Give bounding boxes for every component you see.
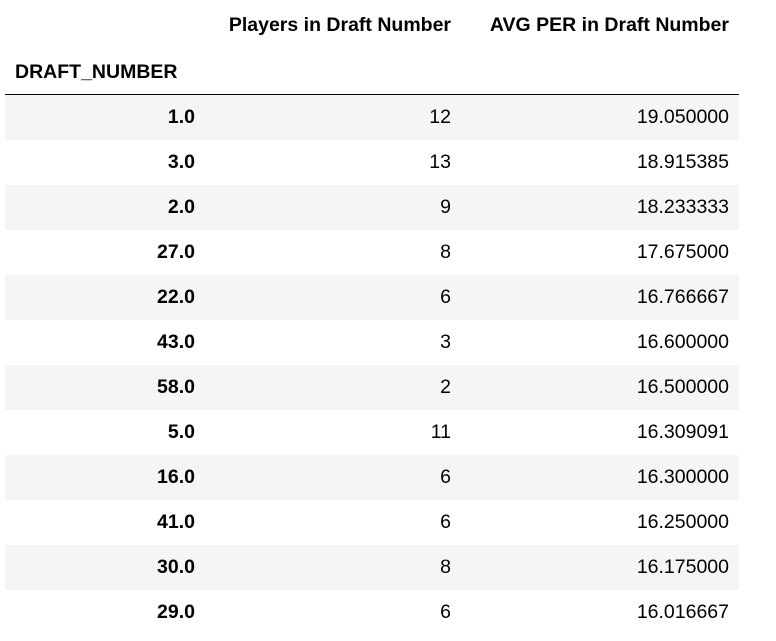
cell-avg-per: 18.915385 <box>636 150 729 173</box>
row-index-draft-number: 5.0 <box>167 420 195 443</box>
column-header-row: Players in Draft Number AVG PER in Draft… <box>5 0 739 50</box>
row-index-draft-number: 43.0 <box>157 330 195 353</box>
row-index-draft-number: 2.0 <box>167 195 195 218</box>
table-row: 16.0 6 16.300000 <box>5 454 739 500</box>
row-index-draft-number: 29.0 <box>157 600 195 623</box>
table-body: 1.0 12 19.050000 3.0 13 18.915385 2.0 9 18.23333… <box>5 94 739 635</box>
cell-avg-per: 18.233333 <box>636 195 729 218</box>
cell-players: 9 <box>440 195 451 218</box>
column-header-players: Players in Draft Number <box>228 13 451 36</box>
cell-avg-per: 16.600000 <box>636 330 729 353</box>
cell-avg-per: 16.500000 <box>636 375 729 398</box>
cell-players: 3 <box>440 330 451 353</box>
row-index-draft-number: 27.0 <box>157 240 195 263</box>
cell-players: 8 <box>440 240 451 263</box>
table-row: 29.0 6 16.016667 <box>5 589 739 635</box>
dataframe-output: Players in Draft Number AVG PER in Draft… <box>5 0 739 635</box>
cell-players: 8 <box>440 555 451 578</box>
table-row: 58.0 2 16.500000 <box>5 364 739 410</box>
row-index-draft-number: 1.0 <box>167 105 195 128</box>
index-name-row: DRAFT_NUMBER <box>5 50 739 95</box>
cell-avg-per: 16.309091 <box>636 420 729 443</box>
cell-players: 6 <box>440 285 451 308</box>
cell-avg-per: 16.016667 <box>636 600 729 623</box>
cell-avg-per: 17.675000 <box>636 240 729 263</box>
column-header-avg-per: AVG PER in Draft Number <box>489 13 729 36</box>
table-header: Players in Draft Number AVG PER in Draft… <box>5 0 739 95</box>
cell-players: 11 <box>430 420 451 443</box>
table-row: 2.0 9 18.233333 <box>5 184 739 230</box>
cell-avg-per: 16.300000 <box>636 465 729 488</box>
table-row: 5.0 11 16.309091 <box>5 409 739 455</box>
cell-players: 6 <box>440 600 451 623</box>
cell-players: 6 <box>440 465 451 488</box>
cell-players: 13 <box>429 150 451 173</box>
table-row: 27.0 8 17.675000 <box>5 229 739 275</box>
index-name: DRAFT_NUMBER <box>15 60 178 83</box>
cell-avg-per: 16.175000 <box>636 555 729 578</box>
table-row: 3.0 13 18.915385 <box>5 139 739 185</box>
cell-players: 6 <box>440 510 451 533</box>
row-index-draft-number: 30.0 <box>157 555 195 578</box>
table-row: 41.0 6 16.250000 <box>5 499 739 545</box>
dataframe-table: Players in Draft Number AVG PER in Draft… <box>5 0 739 635</box>
cell-players: 2 <box>440 375 451 398</box>
table-row: 22.0 6 16.766667 <box>5 274 739 320</box>
table-row: 1.0 12 19.050000 <box>5 94 739 140</box>
table-row: 30.0 8 16.175000 <box>5 544 739 590</box>
row-index-draft-number: 22.0 <box>157 285 195 308</box>
cell-avg-per: 16.766667 <box>636 285 729 308</box>
index-name-spacer <box>200 50 461 95</box>
row-index-draft-number: 3.0 <box>167 150 195 173</box>
cell-avg-per: 19.050000 <box>636 105 729 128</box>
row-index-draft-number: 58.0 <box>157 375 195 398</box>
cell-players: 12 <box>429 105 451 128</box>
index-name-spacer <box>461 50 739 95</box>
cell-avg-per: 16.250000 <box>636 510 729 533</box>
corner-cell <box>5 0 200 50</box>
table-row: 43.0 3 16.600000 <box>5 319 739 365</box>
row-index-draft-number: 41.0 <box>157 510 195 533</box>
row-index-draft-number: 16.0 <box>157 465 195 488</box>
